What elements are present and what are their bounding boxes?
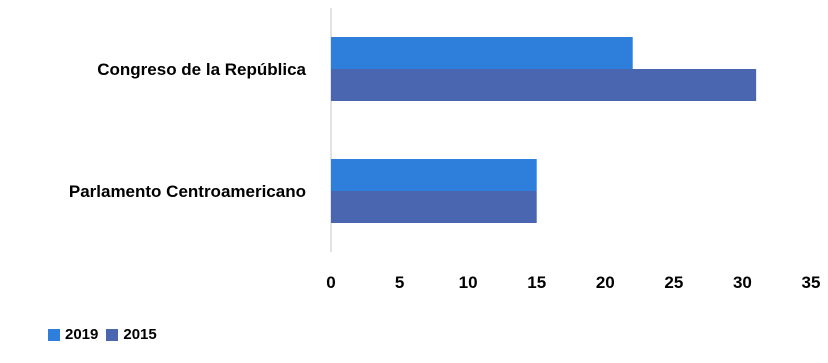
x-tick-label-0: 0 [326, 273, 335, 292]
bar-2019-1 [331, 37, 633, 69]
x-tick-label-35: 35 [802, 273, 821, 292]
legend-label-2019: 2019 [65, 326, 99, 343]
x-tick-label-10: 10 [459, 273, 478, 292]
x-tick-label-25: 25 [664, 273, 683, 292]
legend-swatch-2015 [106, 328, 119, 341]
x-tick-label-15: 15 [527, 273, 546, 292]
legend-item-2015: 2015 [106, 326, 157, 343]
bar-2015-1 [331, 69, 757, 101]
chart-legend: 2019 2015 [48, 326, 165, 343]
legend-swatch-2019 [48, 328, 60, 341]
bar-2015-2 [331, 191, 537, 223]
bar-2019-2 [331, 159, 537, 191]
legend-label-2015: 2015 [123, 326, 157, 343]
x-tick-label-5: 5 [395, 273, 404, 292]
category-label-1: Congreso de la República [97, 60, 306, 79]
category-label-2: Parlamento Centroamericano [69, 182, 306, 201]
x-tick-label-30: 30 [733, 273, 752, 292]
legend-item-2019: 2019 [48, 326, 98, 343]
x-tick-label-20: 20 [596, 273, 615, 292]
